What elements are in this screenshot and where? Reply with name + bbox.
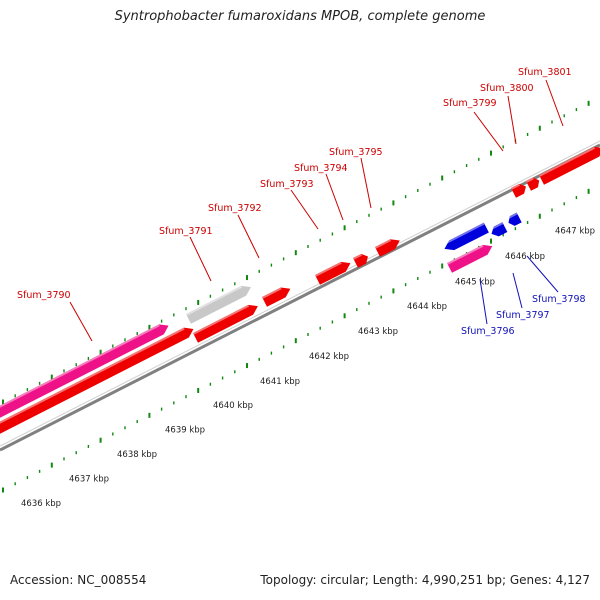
gene-label: Sfum_3800 [480,83,534,94]
map-title: Syntrophobacter fumaroxidans MPOB, compl… [114,9,486,24]
gene-arrow-3801 [539,146,600,185]
scale-label: 4647 kbp [555,227,595,237]
gene-label: Sfum_3797 [496,310,550,321]
gene-arrow-3791a [193,304,258,343]
label-leader-line [473,111,504,152]
gene-arrow-3791b [262,287,291,307]
scale-label: 4639 kbp [165,426,205,436]
scale-label: 4643 kbp [358,327,398,337]
label-leader-line [507,95,517,145]
tick-marks [2,100,590,493]
gene-arrow-pink-lower [447,244,493,273]
gene-arrow-3798 [506,212,522,226]
gene-label: Sfum_3791 [159,226,213,237]
gene-label: Sfum_3795 [329,147,383,158]
scale-label: 4644 kbp [407,302,447,312]
label-leader-line [360,157,372,209]
gene-arrow-3796 [442,222,489,251]
topology-text: Topology: circular; Length: 4,990,251 bp… [260,573,590,587]
label-leader-line [69,301,93,342]
scale-label: 4636 kbp [21,499,61,509]
accession-text: Accession: NC_008554 [10,573,147,587]
gene-arrow-3794 [353,253,368,268]
gene-label: Sfum_3796 [461,326,515,337]
scale-label: 4641 kbp [260,377,300,387]
gene-features [0,146,600,434]
genome-backbone [0,140,600,452]
label-leader-line [526,255,559,293]
label-leader-line [290,189,319,230]
gene-arrow-3800 [526,177,540,191]
gene-arrow-3790 [0,327,194,434]
label-leader-line [545,79,564,127]
gene-label: Sfum_3801 [518,67,572,78]
scale-labels: 4636 kbp 4637 kbp 4638 kbp 4639 kbp 4640 kbp… [21,227,595,509]
gene-arrow-pink [0,324,169,418]
backbone-highlight [0,140,600,447]
gene-arrow-3799 [511,183,526,198]
gene-label: Sfum_3790 [17,290,71,301]
label-leader-line [512,272,523,309]
gene-arrow-gray [186,285,251,324]
scale-label: 4646 kbp [505,252,545,262]
label-leader-line [237,214,260,259]
gene-label: Sfum_3792 [208,203,262,214]
gene-label: Sfum_3794 [294,163,348,174]
gene-label: Sfum_3799 [443,98,497,109]
gene-arrow-3793 [315,261,351,285]
scale-label: 4645 kbp [455,278,495,288]
gene-arrow-3797 [489,222,508,237]
label-leader-line [189,236,212,282]
gene-arrow-3795 [375,239,400,257]
gene-labels: Sfum_3790 Sfum_3791 Sfum_3792 Sfum_3793 Sfum… [17,67,586,342]
scale-label: 4642 kbp [309,352,349,362]
scale-label: 4637 kbp [69,475,109,485]
backbone-line [0,143,600,452]
scale-label: 4640 kbp [213,401,253,411]
gene-label: Sfum_3793 [260,179,314,190]
scale-label: 4638 kbp [117,450,157,460]
gene-label: Sfum_3798 [532,294,586,305]
label-leader-line [325,173,344,221]
label-leader-line [479,278,488,325]
